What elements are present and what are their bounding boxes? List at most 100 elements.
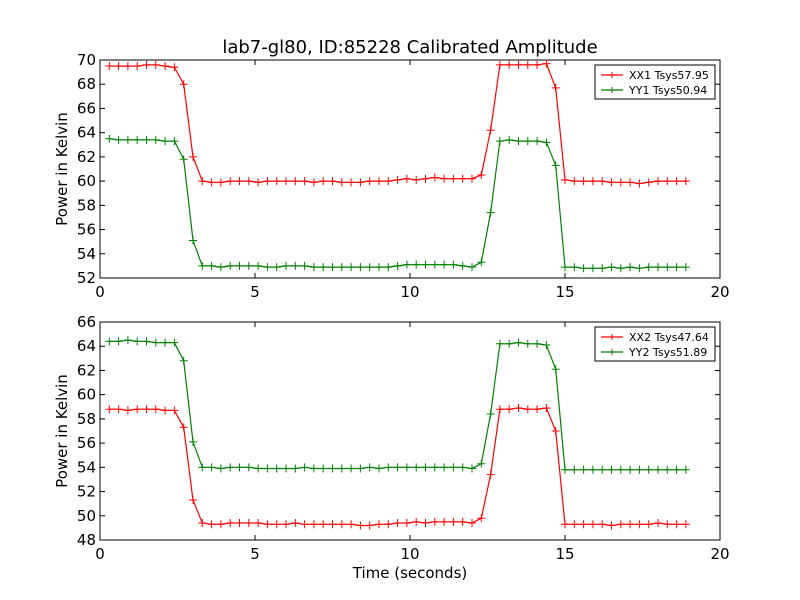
y-tick-label: 54 xyxy=(77,458,96,476)
data-point xyxy=(477,459,486,468)
data-point xyxy=(282,464,290,473)
data-point xyxy=(216,178,225,187)
data-point xyxy=(235,519,244,528)
data-point xyxy=(319,464,328,473)
data-point xyxy=(551,427,560,435)
x-tick-label: 5 xyxy=(250,545,260,563)
data-point xyxy=(105,405,114,414)
y-tick-label: 56 xyxy=(77,221,96,239)
data-point xyxy=(440,517,449,526)
data-point xyxy=(365,177,374,186)
data-point xyxy=(114,62,123,71)
data-point xyxy=(356,464,365,473)
y-tick-label: 50 xyxy=(77,507,96,525)
data-point xyxy=(542,59,551,68)
y-tick-label: 66 xyxy=(77,99,96,117)
data-point xyxy=(626,520,635,529)
data-point xyxy=(300,463,309,472)
data-point xyxy=(365,521,374,530)
legend-marker xyxy=(609,334,615,340)
data-point xyxy=(672,263,681,272)
data-point xyxy=(142,60,151,69)
data-point xyxy=(151,405,160,414)
data-point xyxy=(123,406,132,415)
x-tick-label: 10 xyxy=(400,283,419,301)
data-point xyxy=(263,464,272,473)
data-point xyxy=(561,465,569,474)
data-point xyxy=(663,520,672,529)
data-point xyxy=(198,261,207,270)
data-point xyxy=(430,517,439,526)
data-point xyxy=(514,137,523,146)
data-point xyxy=(505,339,514,348)
data-point xyxy=(486,410,495,419)
data-point xyxy=(142,135,151,144)
data-point xyxy=(402,463,411,472)
data-point xyxy=(477,258,486,267)
data-point xyxy=(207,520,216,529)
legend-label: YY1 Tsys50.94 xyxy=(628,84,707,97)
data-point xyxy=(402,519,411,528)
data-point xyxy=(412,260,421,269)
data-point xyxy=(616,178,625,187)
y-tick-label: 64 xyxy=(77,337,96,355)
data-point xyxy=(486,208,495,217)
data-point xyxy=(533,339,542,348)
data-point xyxy=(551,161,560,170)
data-point xyxy=(449,463,458,472)
data-point xyxy=(161,62,170,71)
data-point xyxy=(430,463,439,472)
data-point xyxy=(272,464,281,473)
data-point xyxy=(375,464,383,473)
y-axis-label: Power in Kelvin xyxy=(53,374,71,488)
data-point xyxy=(514,60,523,69)
data-point xyxy=(291,519,300,528)
data-point xyxy=(123,62,132,71)
data-point xyxy=(161,137,170,146)
data-point xyxy=(607,465,616,474)
data-point xyxy=(616,264,625,273)
legend: XX1 Tsys57.95 YY1 Tsys50.94 xyxy=(594,64,716,100)
data-point xyxy=(393,175,402,184)
legend-marker xyxy=(609,87,615,93)
data-point xyxy=(291,261,300,270)
data-point xyxy=(607,521,616,530)
data-point xyxy=(235,261,244,270)
data-point xyxy=(254,261,263,270)
data-point xyxy=(486,470,495,479)
data-point xyxy=(309,520,318,529)
data-point xyxy=(523,405,532,414)
data-point xyxy=(133,62,142,71)
data-point xyxy=(244,261,253,270)
x-tick-label: 20 xyxy=(710,545,729,563)
data-point xyxy=(142,405,151,414)
data-point xyxy=(626,263,635,272)
data-point xyxy=(151,60,160,69)
data-point xyxy=(579,264,588,273)
data-point xyxy=(272,263,281,272)
data-point xyxy=(412,517,421,526)
y-tick-label: 68 xyxy=(77,75,96,93)
data-point xyxy=(644,520,653,529)
data-point xyxy=(216,263,225,272)
data-point xyxy=(393,519,402,528)
legend-label: XX1 Tsys57.95 xyxy=(629,69,709,82)
data-point xyxy=(170,338,179,347)
x-tick-label: 10 xyxy=(400,545,419,563)
data-point xyxy=(384,520,393,529)
data-point xyxy=(282,177,290,186)
data-point xyxy=(309,263,318,272)
data-point xyxy=(114,135,123,144)
data-point xyxy=(402,260,411,269)
data-point xyxy=(635,520,644,529)
data-point xyxy=(421,260,430,269)
data-point xyxy=(561,520,569,529)
data-point xyxy=(616,465,625,474)
data-point xyxy=(440,260,449,269)
legend-marker xyxy=(609,72,615,78)
data-point xyxy=(477,171,486,180)
data-point xyxy=(189,437,197,446)
data-point xyxy=(523,339,532,348)
y-tick-label: 64 xyxy=(77,124,96,142)
